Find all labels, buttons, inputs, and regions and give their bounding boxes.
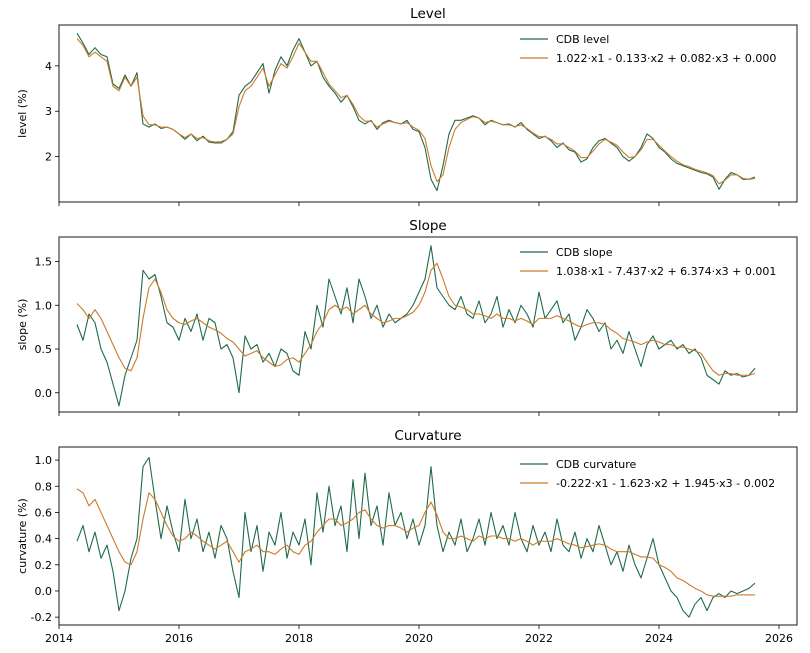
ytick-label: 0.4 [35, 533, 53, 546]
ytick-label: 0.0 [35, 585, 53, 598]
ytick-label: 0.2 [35, 559, 53, 572]
y-axis-label: level (%) [16, 89, 29, 138]
legend-label: CDB slope [556, 246, 613, 259]
series-group [76, 456, 756, 618]
panel-curvature: -0.2 0.0 0.2 0.4 0.6 0.8 1.0 2014 2016 2018 2020 20… [16, 428, 798, 645]
legend-label: 1.038·x1 - 7.437·x2 + 6.374·x3 + 0.001 [556, 265, 776, 278]
axes-frame [58, 236, 798, 413]
legend-label: -0.222·x1 - 1.623·x2 + 1.945·x3 - 0.002 [556, 477, 775, 490]
ytick-label: 1.0 [35, 454, 53, 467]
ytick-label: 1.5 [35, 256, 53, 269]
panel-title: Curvature [394, 428, 461, 444]
series-line-1 [76, 245, 756, 407]
legend: CDB level 1.022·x1 - 0.133·x2 + 0.082·x3 … [520, 33, 776, 65]
legend-label: CDB level [556, 33, 609, 46]
panel-title: Slope [409, 218, 446, 234]
ytick-label: 3 [45, 105, 52, 118]
xtick-label: 2014 [45, 632, 73, 645]
xtick-label: 2022 [525, 632, 553, 645]
series-group [76, 245, 756, 407]
xtick-label: 2018 [285, 632, 313, 645]
legend-label: 1.022·x1 - 0.133·x2 + 0.082·x3 + 0.000 [556, 52, 776, 65]
ytick-label: 0.0 [35, 387, 53, 400]
legend: CDB slope 1.038·x1 - 7.437·x2 + 6.374·x3 … [520, 246, 776, 278]
series-line-2 [76, 488, 755, 597]
axes-frame [58, 24, 798, 203]
axes-frame [58, 446, 798, 626]
panel-title: Level [410, 6, 446, 22]
legend-label: CDB curvature [556, 458, 637, 471]
xtick-label: 2016 [165, 632, 193, 645]
ytick-label: 0.8 [35, 480, 53, 493]
panel-level: 2 3 4 Level level (%) CDB level 1.022·x1 - 0.1… [16, 6, 798, 206]
series-group [76, 32, 756, 192]
xtick-label: 2026 [765, 632, 793, 645]
ytick-label: 0.5 [35, 343, 53, 356]
ytick-label: 4 [45, 60, 52, 73]
series-line-2 [76, 38, 756, 185]
xtick-label: 2024 [645, 632, 673, 645]
y-axis-label: curvature (%) [16, 498, 29, 574]
y-axis-label: slope (%) [16, 299, 29, 351]
series-line-1 [76, 456, 756, 618]
legend: CDB curvature -0.222·x1 - 1.623·x2 + 1.94… [520, 458, 775, 490]
ytick-label: 2 [45, 151, 52, 164]
panel-slope: 0.0 0.5 1.0 1.5 Slope slope (%) CDB slope 1.038… [16, 218, 798, 416]
series-line-2 [76, 262, 756, 376]
ytick-label: 0.6 [35, 506, 53, 519]
ytick-label: 1.0 [35, 299, 53, 312]
ytick-label: -0.2 [31, 611, 52, 624]
xtick-label: 2020 [405, 632, 433, 645]
